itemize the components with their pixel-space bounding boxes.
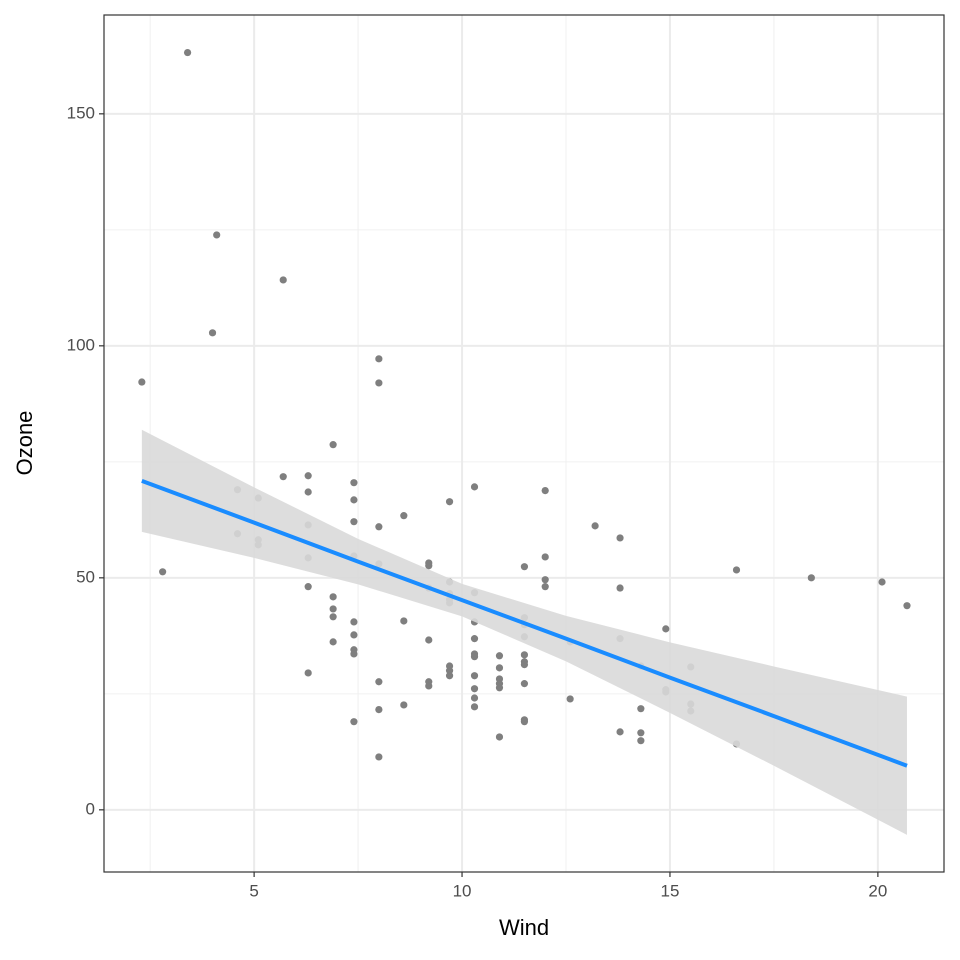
point	[470, 653, 479, 661]
point	[400, 701, 408, 709]
point	[279, 473, 287, 481]
point	[637, 737, 645, 745]
point	[470, 694, 479, 702]
panel-border	[103, 14, 945, 873]
point	[329, 593, 337, 601]
point	[425, 636, 433, 644]
point	[304, 669, 312, 677]
point	[541, 583, 549, 591]
point	[183, 48, 192, 57]
x-tick-label: 15	[660, 881, 679, 900]
point	[208, 329, 217, 337]
point	[520, 660, 529, 669]
point	[470, 672, 479, 680]
point	[375, 706, 383, 714]
point	[495, 733, 504, 741]
y-tick-label: 0	[86, 799, 95, 818]
point	[304, 472, 312, 480]
point	[375, 523, 383, 531]
point	[616, 534, 624, 542]
x-tick-label: 20	[868, 881, 887, 900]
point	[495, 664, 504, 672]
point	[304, 583, 312, 591]
point	[350, 650, 358, 658]
point	[213, 231, 221, 239]
x-axis-title: Wind	[499, 915, 549, 940]
point	[470, 685, 479, 693]
point	[903, 602, 911, 610]
point	[520, 651, 529, 659]
point	[400, 512, 408, 520]
point	[541, 553, 549, 561]
point	[279, 276, 287, 284]
point	[304, 488, 312, 496]
point	[329, 605, 337, 613]
point	[520, 563, 529, 571]
point	[350, 718, 358, 726]
y-tick-label: 150	[67, 103, 95, 122]
point	[878, 578, 886, 586]
x-tick-label: 10	[453, 881, 472, 900]
point	[329, 613, 337, 621]
point	[445, 672, 454, 680]
point	[400, 617, 408, 625]
point	[375, 379, 383, 387]
point	[520, 680, 529, 688]
point	[159, 568, 167, 576]
point	[637, 705, 645, 713]
point	[445, 667, 454, 675]
y-tick-label: 100	[67, 335, 95, 354]
y-axis-title: Ozone	[12, 411, 37, 476]
point	[138, 378, 146, 386]
point	[350, 518, 358, 526]
point	[329, 441, 337, 449]
point	[350, 479, 358, 487]
point	[470, 483, 479, 491]
point	[375, 355, 383, 363]
point	[329, 638, 337, 646]
point	[807, 574, 815, 582]
point	[541, 576, 549, 584]
point	[637, 729, 645, 737]
point	[732, 566, 741, 574]
point	[375, 753, 383, 761]
x-tick-label: 5	[249, 881, 258, 900]
point	[445, 498, 454, 506]
regression-line	[141, 478, 908, 768]
point	[662, 625, 670, 633]
y-tick-label: 50	[76, 567, 95, 586]
point	[495, 652, 504, 660]
point	[470, 635, 479, 643]
point	[520, 718, 529, 726]
point	[616, 584, 624, 592]
point	[350, 631, 358, 639]
point	[591, 522, 599, 530]
point	[470, 703, 479, 711]
point	[350, 618, 358, 626]
confidence-band	[141, 429, 907, 835]
point	[495, 684, 504, 692]
point	[616, 728, 624, 736]
point	[350, 496, 358, 504]
point	[425, 682, 433, 690]
point	[375, 678, 383, 686]
point	[566, 695, 574, 703]
point	[541, 486, 549, 495]
point	[425, 562, 433, 570]
